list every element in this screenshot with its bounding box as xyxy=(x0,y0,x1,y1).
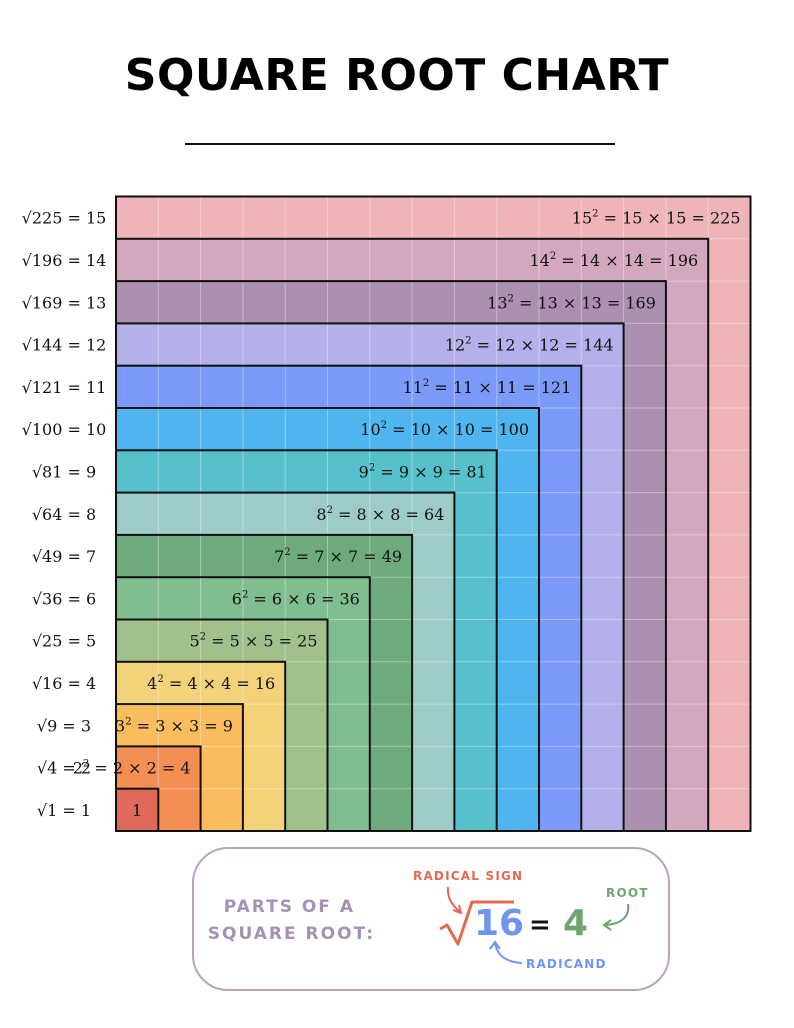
root-label-14: √196 = 14 xyxy=(22,251,107,270)
square-equation-14: 142 = 14 × 14 = 196 xyxy=(529,251,698,270)
root-label-10: √100 = 10 xyxy=(22,420,107,439)
square-equation-5: 52 = 5 × 5 = 25 xyxy=(189,632,317,651)
radicand-value: 16 xyxy=(474,903,525,944)
square-1 xyxy=(116,788,159,831)
square-equation-1: 1 xyxy=(132,801,142,820)
root-label-8: √64 = 8 xyxy=(32,505,96,524)
square-equation-11: 112 = 11 × 11 = 121 xyxy=(403,378,572,397)
root-label-9: √81 = 9 xyxy=(32,462,96,481)
arrow-radicand-icon xyxy=(494,942,523,964)
square-equation-7: 72 = 7 × 7 = 49 xyxy=(274,547,402,566)
root-value: 4 xyxy=(563,903,589,944)
square-equation-9: 92 = 9 × 9 = 81 xyxy=(359,462,487,481)
root-label-2: √4 = 2 xyxy=(37,759,91,778)
arrow-radical-icon xyxy=(446,886,461,913)
root-label-7: √49 = 7 xyxy=(32,547,96,566)
root-label-12: √144 = 12 xyxy=(22,336,107,355)
parts-heading-line2: SQUARE ROOT: xyxy=(207,924,375,944)
equals-sign: = xyxy=(529,910,551,940)
square-equation-2: 22 = 2 × 2 = 4 xyxy=(73,759,191,778)
square-equation-8: 82 = 8 × 8 = 64 xyxy=(316,505,444,524)
radical-sign-icon xyxy=(439,900,514,946)
root-label-11: √121 = 11 xyxy=(22,378,107,397)
root-label-3: √9 = 3 xyxy=(37,716,91,735)
radicand-annotation: RADICAND xyxy=(526,957,607,971)
root-label-1: √1 = 1 xyxy=(37,801,91,820)
radical-sign-annotation: RADICAL SIGN xyxy=(413,869,524,883)
square-outline-1 xyxy=(115,787,160,833)
arrow-root-icon xyxy=(604,903,630,926)
parts-heading-line1: PARTS OF A xyxy=(223,897,355,917)
square-equation-13: 132 = 13 × 13 = 169 xyxy=(487,293,656,312)
root-label-4: √16 = 4 xyxy=(32,674,96,693)
square-equation-4: 42 = 4 × 4 = 16 xyxy=(147,674,275,693)
root-label-13: √169 = 13 xyxy=(22,293,107,312)
square-equation-3: 32 = 3 × 3 = 9 xyxy=(115,716,233,735)
square-equation-10: 102 = 10 × 10 = 100 xyxy=(360,420,529,439)
root-annotation: ROOT xyxy=(606,886,649,900)
square-equation-15: 152 = 15 × 15 = 225 xyxy=(572,209,741,228)
root-label-5: √25 = 5 xyxy=(32,632,96,651)
square-equation-12: 122 = 12 × 12 = 144 xyxy=(445,336,614,355)
square-equation-6: 62 = 6 × 6 = 36 xyxy=(232,589,360,608)
parts-of-square-root-panel xyxy=(192,847,670,991)
root-label-6: √36 = 6 xyxy=(32,589,96,608)
root-label-15: √225 = 15 xyxy=(22,209,107,228)
chart-title: SQUARE ROOT CHART xyxy=(124,50,670,101)
title-divider xyxy=(185,143,615,145)
